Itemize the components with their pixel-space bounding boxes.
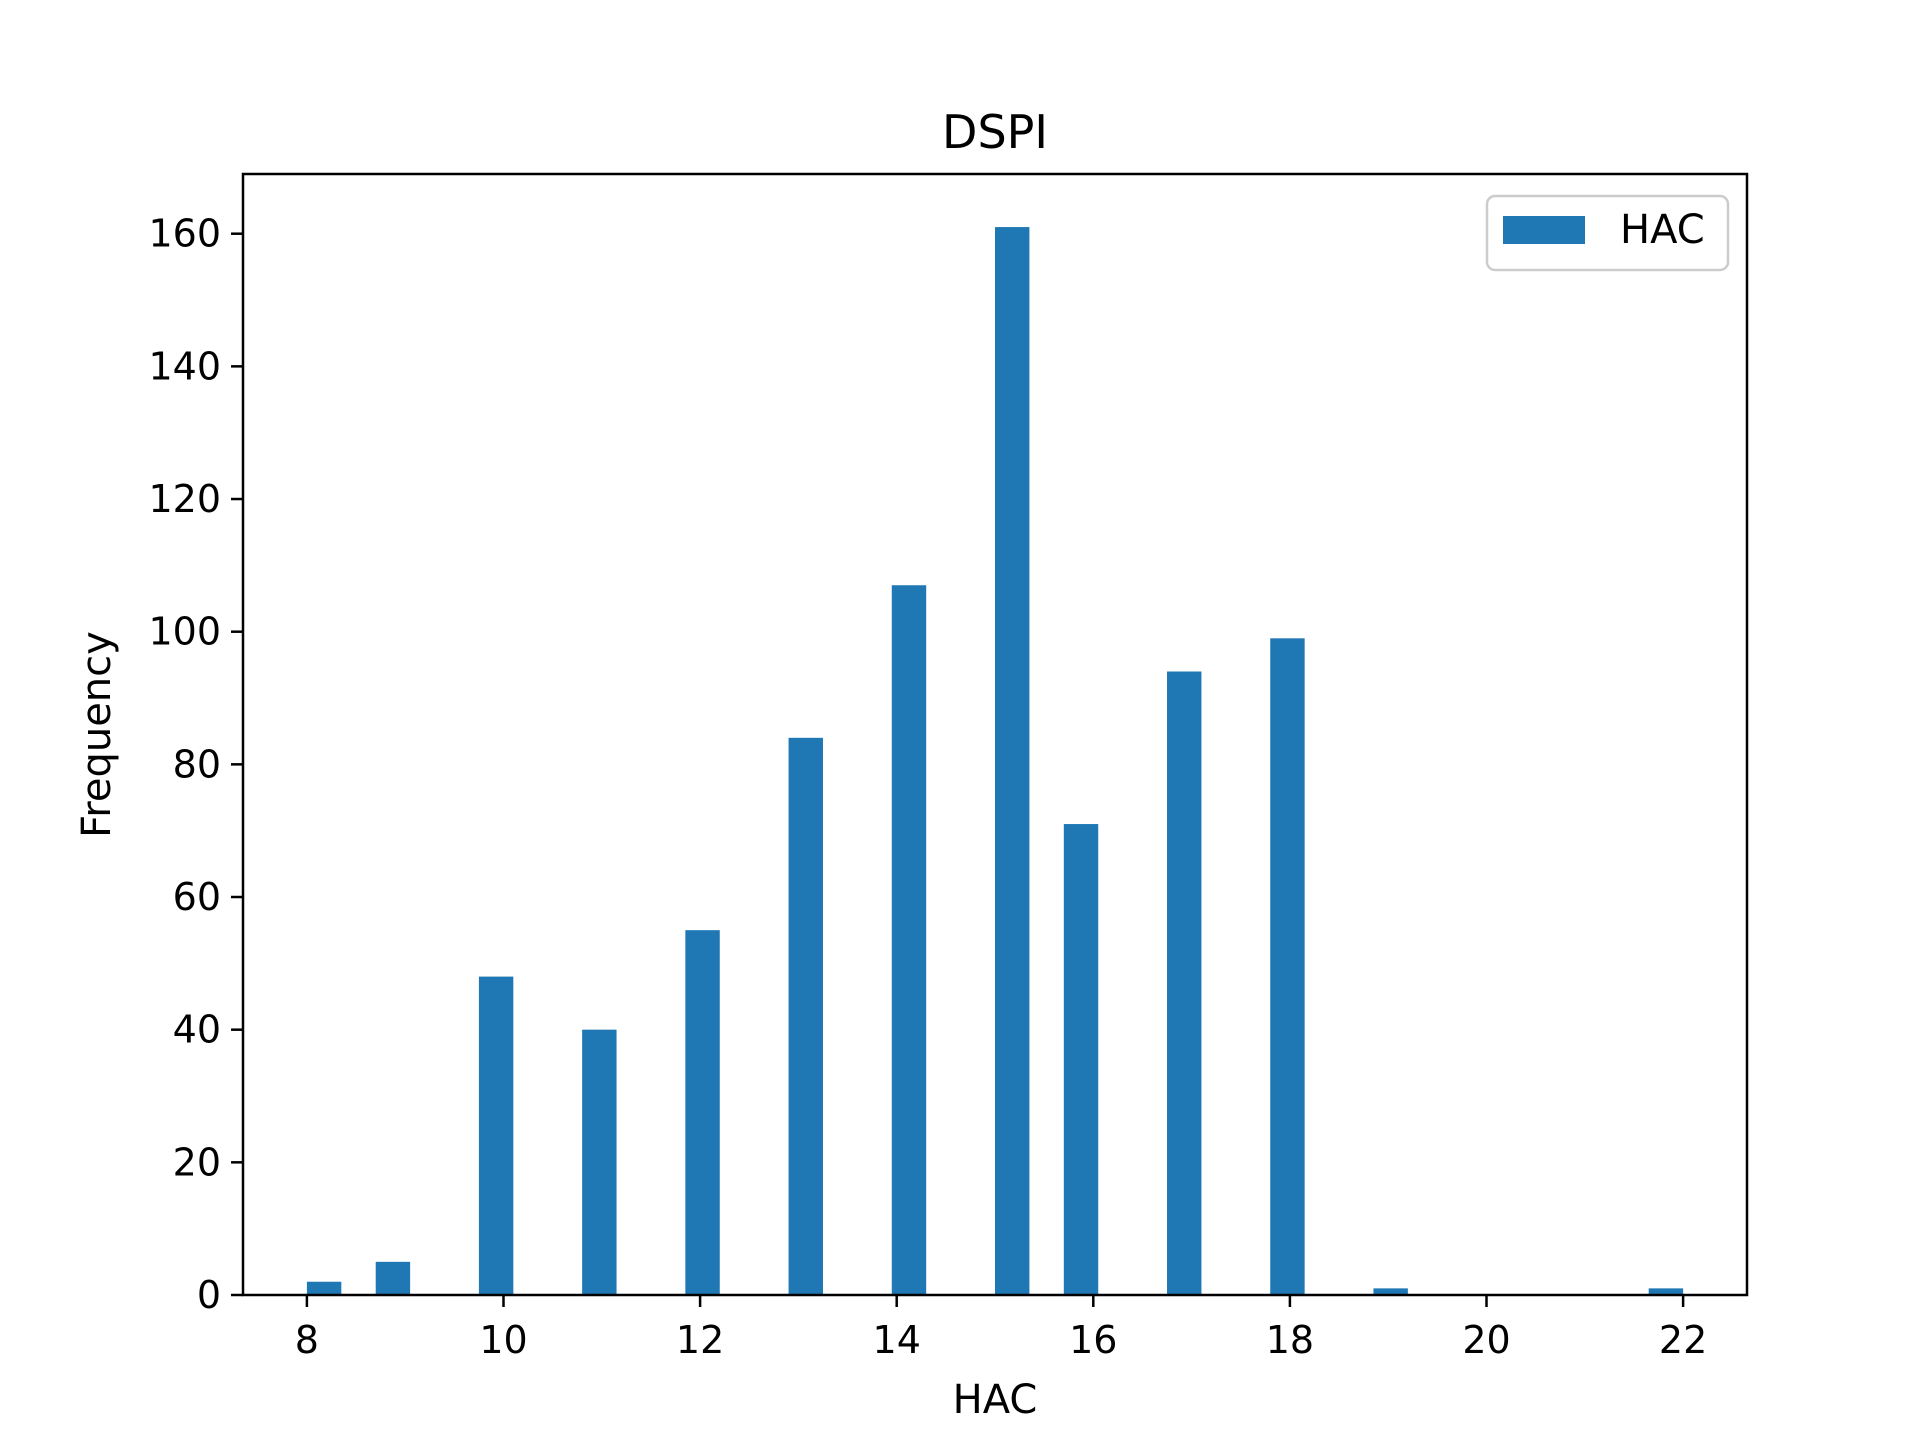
y-tick-label-7: 140 <box>148 344 221 388</box>
bar-5 <box>788 737 823 1295</box>
bar-1 <box>375 1261 411 1295</box>
y-tick-label-6: 120 <box>148 477 221 521</box>
bar-6 <box>891 585 927 1295</box>
legend-box <box>1485 194 1730 272</box>
bar-group <box>306 227 1684 1295</box>
bar-4 <box>685 930 720 1295</box>
x-tick-label-6: 20 <box>1462 1318 1510 1362</box>
bar-9 <box>1167 671 1202 1295</box>
x-tick-label-0: 8 <box>295 1318 319 1362</box>
x-tick-label-3: 14 <box>873 1318 921 1362</box>
x-tick-label-2: 12 <box>676 1318 724 1362</box>
y-tick-label-3: 60 <box>173 875 221 919</box>
y-tick-label-2: 40 <box>173 1008 221 1052</box>
y-tick-label-8: 160 <box>148 212 221 256</box>
legend: HAC <box>1485 194 1730 272</box>
legend-label: HAC <box>1620 207 1705 253</box>
bar-12 <box>1648 1288 1684 1295</box>
y-tick-label-5: 100 <box>148 610 221 654</box>
plot-frame <box>241 172 1749 1297</box>
bar-10 <box>1270 638 1305 1295</box>
legend-swatch <box>1503 216 1585 244</box>
x-tick-label-4: 16 <box>1069 1318 1117 1362</box>
chart-title: DSPI <box>942 105 1048 159</box>
y-axis-label: Frequency <box>74 631 120 838</box>
y-tick-label-0: 0 <box>197 1273 221 1317</box>
y-tick-label-4: 80 <box>173 742 221 786</box>
bar-2 <box>478 976 514 1295</box>
y-axis-ticks: 0 20 40 60 80 100 120 140 160 <box>148 212 243 1317</box>
x-tick-label-5: 18 <box>1266 1318 1314 1362</box>
x-axis-ticks: 8 10 12 14 16 18 20 22 <box>295 1295 1707 1362</box>
x-tick-label-1: 10 <box>479 1318 527 1362</box>
x-tick-label-7: 22 <box>1659 1318 1707 1362</box>
bar-3 <box>582 1029 617 1295</box>
x-axis-label: HAC <box>953 1377 1038 1423</box>
bar-0 <box>306 1281 342 1295</box>
bar-11 <box>1373 1288 1408 1295</box>
bar-8 <box>1063 824 1099 1295</box>
bar-7 <box>995 227 1030 1295</box>
y-tick-label-1: 20 <box>173 1140 221 1184</box>
